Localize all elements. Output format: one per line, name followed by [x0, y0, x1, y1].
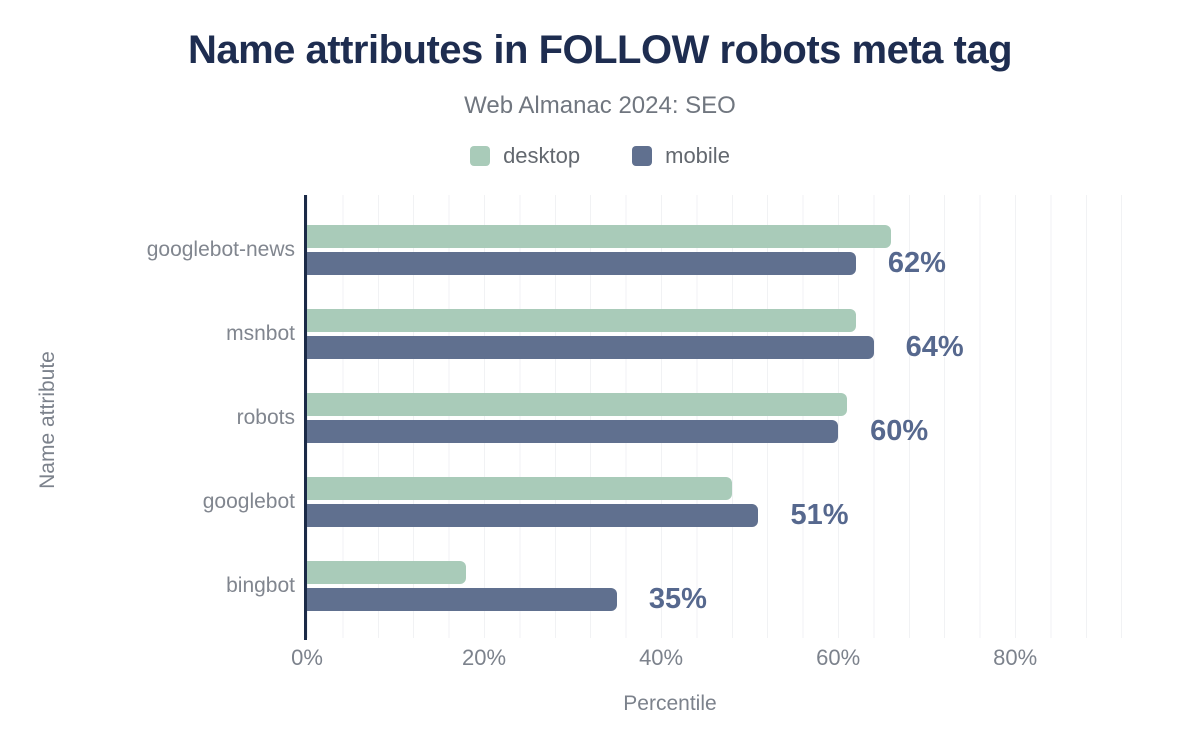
- legend-item-desktop: desktop: [470, 143, 580, 169]
- x-tick-label-0%: 0%: [291, 645, 323, 670]
- value-label-bingbot: 35%: [648, 583, 707, 615]
- value-label-googlebot-news: 62%: [887, 247, 946, 279]
- x-tick-label-80%: 80%: [993, 645, 1038, 670]
- category-label-googlebot: googlebot: [202, 490, 295, 513]
- bar-mobile-bingbot: [307, 588, 617, 611]
- legend-item-mobile: mobile: [632, 143, 730, 169]
- bar-mobile-googlebot-news: [307, 252, 856, 275]
- legend-label-mobile: mobile: [665, 143, 730, 168]
- x-tick-label-60%: 60%: [816, 645, 861, 670]
- category-label-googlebot-news: googlebot-news: [146, 238, 295, 261]
- bar-desktop-googlebot: [307, 477, 732, 500]
- desktop-legend-swatch: [470, 146, 491, 166]
- x-axis-title: Percentile: [623, 692, 717, 715]
- bar-desktop-msnbot: [307, 309, 856, 332]
- bar-desktop-robots: [307, 393, 847, 416]
- value-label-robots: 60%: [870, 415, 929, 447]
- category-label-bingbot: bingbot: [226, 574, 295, 597]
- y-axis-line: [304, 195, 307, 640]
- x-tick-label-20%: 20%: [462, 645, 507, 670]
- bar-desktop-bingbot: [307, 561, 467, 584]
- bar-desktop-googlebot-news: [307, 225, 892, 248]
- x-tick-label-40%: 40%: [639, 645, 684, 670]
- chart-subtitle: Web Almanac 2024: SEO: [464, 92, 736, 119]
- chart-title: Name attributes in FOLLOW robots meta ta…: [187, 28, 1013, 72]
- bar-mobile-robots: [307, 420, 839, 443]
- legend: desktop mobile: [0, 143, 1200, 169]
- category-label-msnbot: msnbot: [226, 322, 295, 345]
- value-label-googlebot: 51%: [790, 499, 849, 531]
- value-label-msnbot: 64%: [905, 331, 964, 363]
- mobile-legend-swatch: [632, 146, 653, 166]
- legend-label-desktop: desktop: [503, 143, 581, 168]
- bar-mobile-googlebot: [307, 504, 759, 527]
- bar-mobile-msnbot: [307, 336, 874, 359]
- category-label-robots: robots: [236, 406, 295, 429]
